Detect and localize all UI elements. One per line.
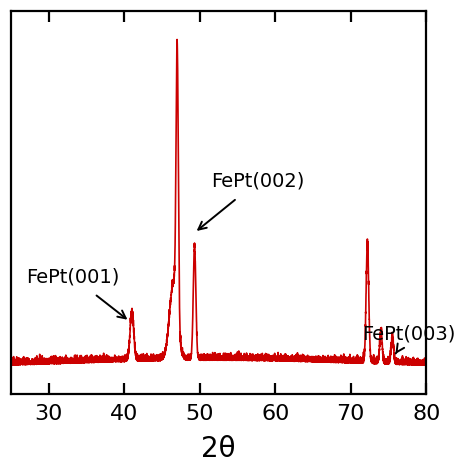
X-axis label: 2θ: 2θ	[201, 435, 236, 463]
Text: FePt(002): FePt(002)	[198, 172, 304, 229]
Text: FePt(003): FePt(003)	[362, 324, 456, 354]
Text: FePt(001): FePt(001)	[26, 267, 126, 319]
